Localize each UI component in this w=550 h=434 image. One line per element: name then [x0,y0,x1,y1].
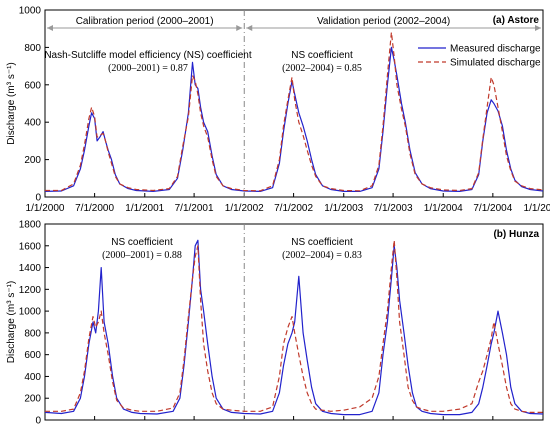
panel-astore: 0 200 400 600 800 1000 Discharge (m³ s⁻¹) 1/1/2… [6,6,550,215]
panel-hunza: 0 200 400 600 800 1000 1200 1400 1600 1800 Dischar… [6,220,544,427]
y-tick-label: 1000 [19,6,42,17]
measured-discharge-line [44,239,544,416]
plot-frame [44,9,544,198]
ns-annotation-title: NS coefficient [111,237,173,248]
validation-arrowhead-left [246,25,253,31]
y-tick-label: 400 [24,118,41,129]
ns-annotation-title: Nash-Sutcliffe model efficiency (NS) coe… [44,50,252,61]
x-tick-label: 1/1/2003 [324,203,363,214]
y-tick-label: 1200 [19,285,42,296]
y-tick-label: 0 [35,193,41,204]
y-tick-label: 800 [24,328,41,339]
y-tick-label: 600 [24,80,41,91]
y-tick-label: 1400 [19,263,42,274]
calibration-period-label: Calibration period (2000–2001) [76,16,214,27]
calibration-arrowhead-right [236,25,243,31]
x-tick-label: 7/1/2001 [175,203,214,214]
panel-label: (b) Hunza [493,229,539,240]
x-tick-label: 7/1/2003 [374,203,413,214]
ns-annotation-title: NS coefficient [291,50,353,61]
y-tick-label: 1800 [19,220,42,231]
ns-annotation-value: (2000–2001) = 0.87 [108,63,188,74]
validation-period-label: Validation period (2002–2004) [317,16,450,27]
ns-annotation-value: (2002–2004) = 0.85 [282,63,362,74]
y-tick-label: 0 [35,416,41,427]
x-tick-label: 7/1/2002 [274,203,313,214]
x-tick-label: 7/1/2004 [473,203,512,214]
y-tick-label: 600 [24,350,41,361]
y-tick-label: 800 [24,43,41,54]
x-tick-label: 1/1/2000 [26,203,65,214]
y-tick-label: 200 [24,155,41,166]
x-tick-label: 1/1/2005 [524,203,550,214]
calibration-arrowhead-left [47,25,53,31]
simulated-discharge-line [45,31,544,192]
legend-label: Measured discharge [450,44,541,55]
y-tick-label: 1600 [19,241,42,252]
panel-label: (a) Astore [493,15,540,26]
simulated-discharge-line [45,239,543,413]
y-axis-label: Discharge (m³ s⁻¹) [6,281,17,364]
validation-arrowhead-right [535,25,541,31]
ns-annotation-value: (2002–2004) = 0.83 [282,250,362,261]
legend-label: Simulated discharge [450,58,541,69]
y-tick-label: 400 [24,372,41,383]
ns-annotation-title: NS coefficient [291,237,353,248]
ns-annotation-value: (2000–2001) = 0.88 [102,250,182,261]
x-tick-label: 1/1/2004 [424,203,463,214]
y-tick-label: 1000 [19,307,42,318]
x-tick-label: 7/1/2000 [75,203,114,214]
x-tick-label: 1/1/2002 [225,203,264,214]
y-axis-label: Discharge (m³ s⁻¹) [6,62,17,145]
y-tick-label: 200 [24,394,41,405]
x-tick-label: 1/1/2001 [125,203,164,214]
